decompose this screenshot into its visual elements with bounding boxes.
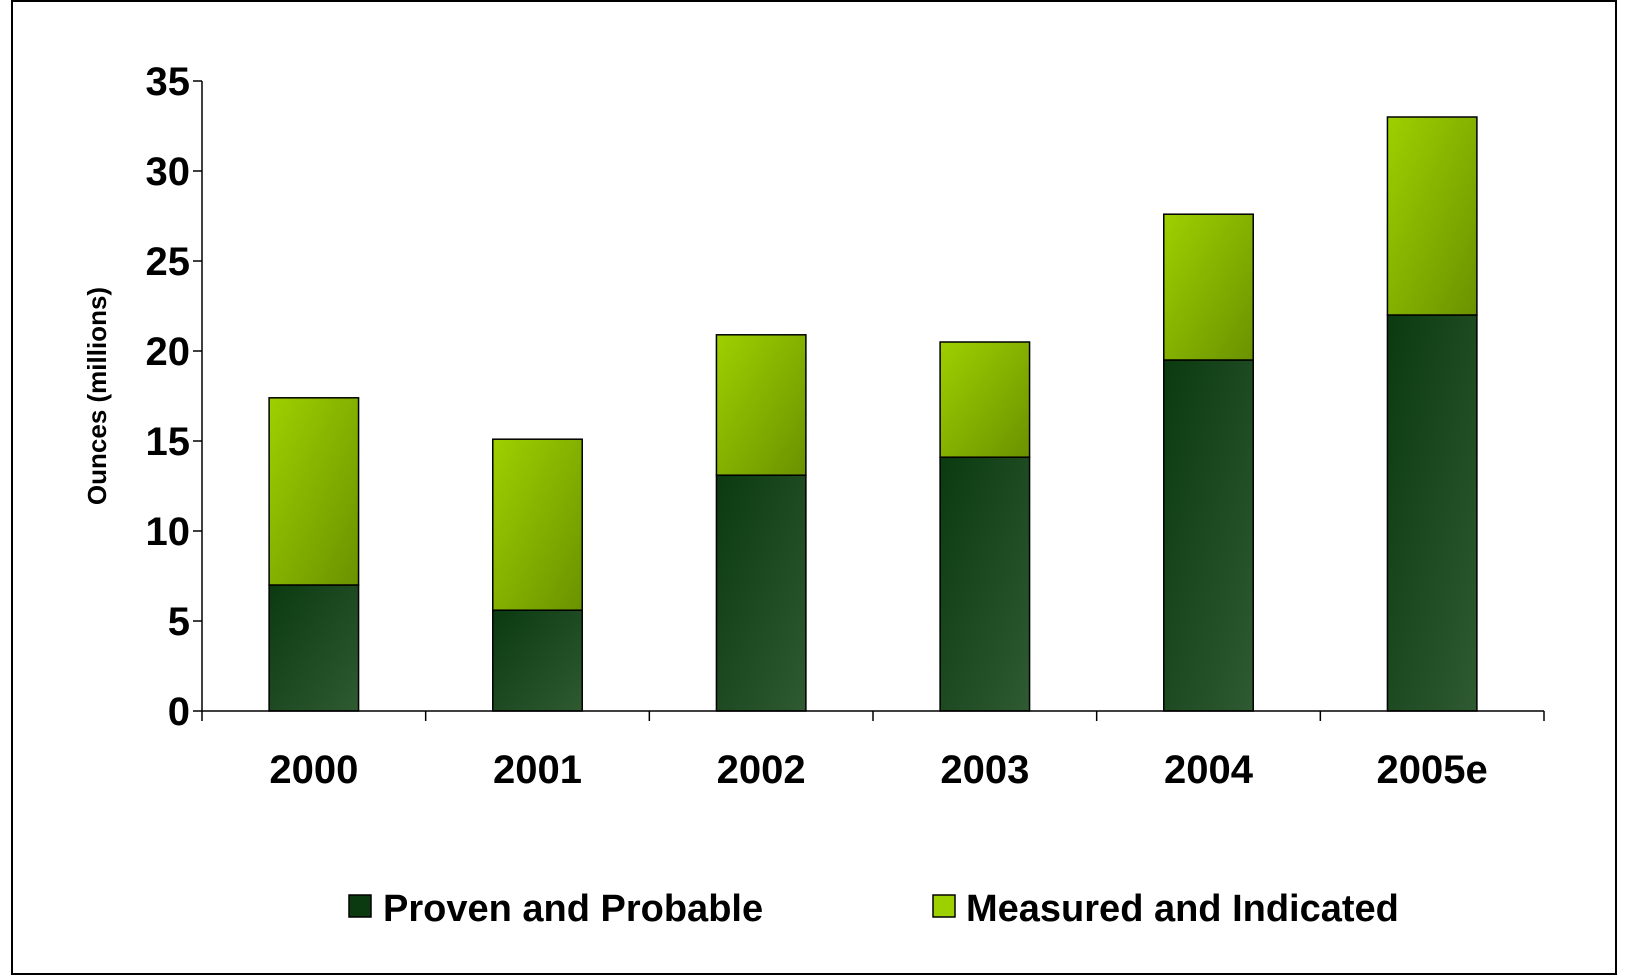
y-tick-label: 10 <box>146 510 191 554</box>
bar-measured-indicated-2000 <box>268 397 360 586</box>
y-tick-label: 5 <box>168 600 190 644</box>
y-tick-label: 15 <box>146 420 191 464</box>
legend-label-proven-probable: Proven and Probable <box>383 888 763 930</box>
bar-measured-indicated-2001 <box>492 438 583 611</box>
y-tick-label: 20 <box>146 330 191 374</box>
x-tick-label: 2000 <box>269 748 358 792</box>
legend-swatch-measured-indicated <box>932 894 956 918</box>
x-tick-label: 2005e <box>1377 748 1488 792</box>
y-tick-label: 30 <box>146 150 191 194</box>
legend-swatch-proven-probable <box>348 894 372 918</box>
x-tick-label: 2003 <box>940 748 1029 792</box>
bar-proven-probable-2002 <box>715 474 807 712</box>
x-tick-label: 2001 <box>493 748 582 792</box>
x-axis <box>201 710 1545 721</box>
bars <box>268 116 1478 712</box>
bar-measured-indicated-2004 <box>1163 213 1254 361</box>
bar-proven-probable-2001 <box>492 609 583 712</box>
y-tick-label: 0 <box>168 690 190 734</box>
legend-label-measured-indicated: Measured and Indicated <box>966 888 1399 930</box>
bar-proven-probable-2004 <box>1163 359 1254 712</box>
y-tick-label: 25 <box>146 240 191 284</box>
bar-measured-indicated-2005e <box>1386 116 1478 316</box>
bar-proven-probable-2000 <box>268 584 360 712</box>
bar-proven-probable-2005e <box>1386 314 1478 712</box>
x-tick-label: 2002 <box>717 748 806 792</box>
x-tick-labels: 2000 2001 2002 2003 2004 2005e <box>269 748 1487 792</box>
bar-measured-indicated-2003 <box>939 341 1031 458</box>
bar-measured-indicated-2002 <box>715 334 807 476</box>
legend: Proven and Probable Measured and Indicat… <box>348 888 1399 930</box>
x-tick-label: 2004 <box>1164 748 1254 792</box>
y-tick-label: 35 <box>146 60 191 104</box>
y-axis-title: Ounces (millions) <box>82 287 112 505</box>
y-axis <box>193 80 203 712</box>
bar-proven-probable-2003 <box>939 456 1031 712</box>
y-tick-labels: 0 5 10 15 20 25 30 35 <box>146 60 191 734</box>
